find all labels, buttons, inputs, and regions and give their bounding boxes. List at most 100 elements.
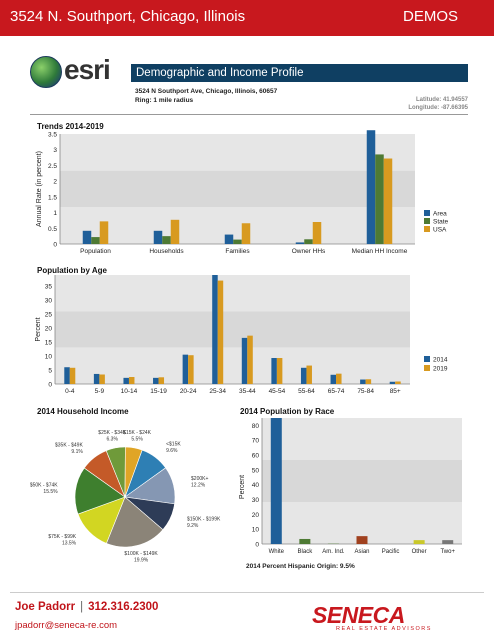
age-bar: [241, 337, 248, 384]
age-bar: [182, 354, 189, 384]
y-axis-label: Annual Rate (in percent): [36, 151, 43, 227]
x-tick-label: Am. Ind.: [322, 549, 345, 555]
agent-phone[interactable]: 312.316.2300: [88, 601, 159, 613]
age-bar: [99, 374, 105, 384]
legend-label: 2019: [433, 366, 448, 373]
pie-value-label: 12.2%: [191, 483, 206, 489]
agent-email[interactable]: jpadorr@seneca-re.com: [15, 620, 118, 631]
race-bar: [413, 540, 425, 544]
esri-logo: esri: [30, 54, 120, 88]
pie-label: $15K - $24K: [123, 430, 151, 436]
footer-divider: [10, 592, 484, 593]
y-tick-label: 60: [252, 453, 260, 460]
race-bar: [442, 540, 454, 544]
age-bar: [271, 358, 277, 384]
y-tick-label: 50: [252, 467, 260, 474]
y-tick-label: 10: [252, 527, 260, 534]
y-tick-label: 3.5: [48, 132, 57, 139]
logo-text: esri: [64, 54, 111, 85]
x-tick-label: 65-74: [328, 388, 345, 395]
y-tick-label: 15: [45, 340, 53, 347]
legend-swatch: [424, 226, 430, 232]
age-bar: [389, 381, 396, 384]
header-divider: [30, 114, 468, 115]
age-bar: [158, 377, 165, 384]
pie-label: $75K - $99K: [48, 534, 76, 540]
pie-label: $50K - $74K: [30, 483, 58, 489]
age-chart: 0 5 10 15 20 25 30 35 Percent 0-4 5-9 10-14 15-19 20-…: [35, 275, 448, 395]
trend-bar: [383, 158, 393, 244]
seneca-logo: SENECA: [312, 602, 405, 628]
trends-chart: 0 0.5 1 1.5 2 2.5 3 3.5 Annual Rate (in percent)…: [36, 130, 449, 255]
age-bar: [247, 335, 253, 384]
y-tick-label: 5: [48, 368, 52, 375]
age-bar: [128, 377, 135, 384]
trend-bar: [295, 242, 305, 244]
trend-bar: [91, 237, 100, 244]
plot-band: [60, 170, 415, 208]
pie-value-label: 9.2%: [187, 523, 199, 529]
agent-line: Joe Padorr | 312.316.2300: [15, 601, 158, 613]
pie-value-label: 15.5%: [43, 489, 58, 495]
legend-label: Area: [433, 211, 447, 218]
trend-bar: [153, 230, 163, 244]
trend-bar: [366, 130, 376, 244]
y-tick-label: 80: [252, 423, 260, 430]
age-bar: [306, 365, 312, 384]
x-tick-label: 55-64: [298, 388, 315, 395]
x-tick-label: 25-34: [209, 388, 226, 395]
banner-address: 3524 N. Southport, Chicago, Illinois: [10, 8, 246, 25]
y-tick-label: 1: [53, 210, 57, 217]
legend-label: USA: [433, 227, 447, 234]
agent-separator: |: [80, 601, 84, 613]
plot-band: [55, 347, 410, 384]
age-bar: [64, 367, 70, 384]
x-tick-label: 0-4: [65, 388, 75, 395]
y-axis-label: Percent: [35, 317, 42, 341]
legend-label: State: [433, 219, 449, 226]
report-latitude: Latitude: 41.94557: [415, 97, 468, 103]
x-tick-label: 75-84: [357, 388, 374, 395]
age-bar: [212, 275, 218, 384]
y-tick-label: 1.5: [48, 194, 57, 201]
plot-band: [55, 311, 410, 348]
age-bar: [123, 377, 129, 384]
x-tick-label: White: [269, 549, 285, 555]
x-tick-label: 35-44: [239, 388, 256, 395]
race-bar: [299, 538, 311, 544]
trend-bar: [312, 222, 322, 244]
trend-bar: [82, 230, 92, 244]
y-tick-label: 0: [48, 382, 52, 389]
x-tick-label: Median HH Income: [352, 248, 408, 255]
seneca-tagline: REAL ESTATE ADVISORS: [336, 626, 432, 632]
y-tick-label: 2: [53, 179, 57, 186]
pie-value-label: 5.5%: [131, 436, 143, 442]
trend-bar: [170, 219, 180, 244]
trend-bar: [162, 236, 171, 244]
x-tick-label: Families: [225, 248, 250, 255]
x-tick-label: Two+: [440, 549, 455, 555]
y-tick-label: 25: [45, 312, 53, 319]
top-banner: 3524 N. Southport, Chicago, Illinois DEM…: [0, 0, 494, 36]
y-tick-label: 30: [45, 298, 53, 305]
pie-slice: [74, 467, 126, 515]
banner-label: DEMOS: [402, 8, 458, 25]
age-bar: [330, 374, 337, 384]
pie-value-label: 19.9%: [134, 558, 149, 564]
age-bar: [153, 377, 159, 384]
pie-label: $200K+: [191, 476, 208, 482]
y-tick-label: 0: [255, 542, 259, 549]
globe-icon: [30, 56, 62, 88]
x-tick-label: 10-14: [121, 388, 138, 395]
trend-bar: [241, 223, 251, 244]
trend-bar: [233, 239, 242, 244]
race-title: 2014 Population by Race: [240, 407, 335, 416]
x-tick-label: Black: [298, 549, 314, 555]
age-bar: [365, 379, 372, 384]
y-tick-label: 0.5: [48, 226, 57, 233]
pie-value-label: 13.5%: [62, 541, 77, 547]
income-title: 2014 Household Income: [37, 407, 129, 416]
report-ring: Ring: 1 mile radius: [135, 97, 194, 104]
race-bar: [356, 536, 368, 544]
